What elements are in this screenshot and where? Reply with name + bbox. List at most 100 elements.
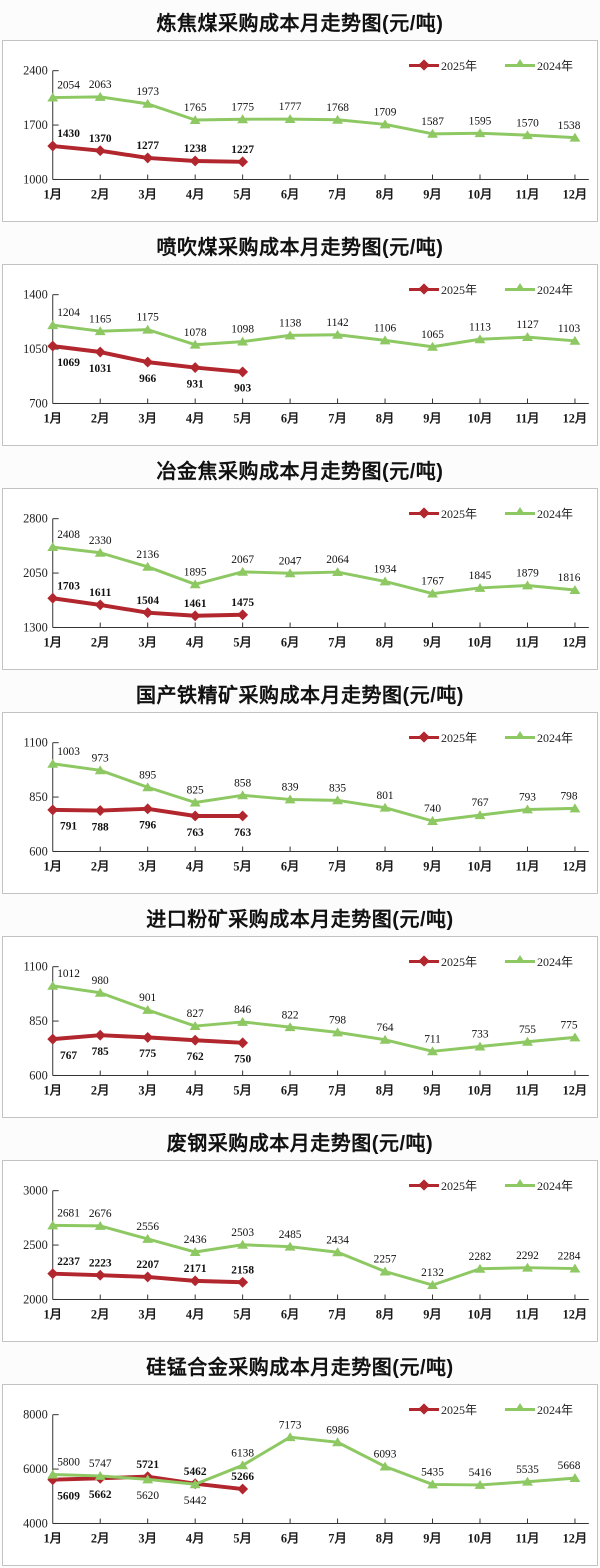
svg-text:6月: 6月	[281, 1083, 300, 1097]
svg-text:2月: 2月	[91, 635, 110, 649]
legend-item-2025: 2025年	[408, 953, 477, 970]
svg-text:7月: 7月	[328, 635, 347, 649]
svg-text:12月: 12月	[563, 635, 588, 649]
legend-2025-line-diamond-icon	[408, 731, 439, 743]
svg-text:11月: 11月	[515, 1531, 539, 1545]
svg-text:1月: 1月	[43, 411, 62, 425]
svg-text:5609: 5609	[57, 1490, 80, 1502]
chart-legend: 2025年 2024年	[408, 1401, 573, 1418]
svg-text:2237: 2237	[57, 1256, 80, 1268]
svg-text:903: 903	[234, 383, 251, 395]
svg-text:2485: 2485	[279, 1229, 302, 1241]
svg-text:6093: 6093	[374, 1449, 397, 1461]
legend-label-2025: 2025年	[440, 1403, 477, 1417]
svg-text:11月: 11月	[515, 411, 539, 425]
svg-text:2158: 2158	[231, 1264, 254, 1276]
svg-text:8月: 8月	[376, 1307, 395, 1321]
svg-text:5747: 5747	[89, 1458, 112, 1470]
legend-item-2024: 2024年	[504, 1401, 573, 1418]
legend-2024-line-triangle-icon	[504, 283, 535, 291]
svg-text:5月: 5月	[233, 1531, 252, 1545]
svg-text:9月: 9月	[423, 411, 442, 425]
svg-text:2282: 2282	[469, 1251, 492, 1263]
svg-text:4月: 4月	[186, 1083, 205, 1097]
chart-title-met-coke: 冶金焦采购成本月走势图(元/吨)	[156, 461, 444, 483]
chart-box: 2025年 2024年 600 850 1100 1月 2月 3月 4月 5月 6月 7月 8月 9月…	[2, 936, 598, 1118]
svg-text:767: 767	[471, 797, 488, 809]
chart-panel-met-coke: 冶金焦采购成本月走势图(元/吨) 2025年 2024年 1300 2050 280…	[0, 448, 600, 672]
legend-item-2024: 2024年	[504, 729, 573, 746]
svg-text:1816: 1816	[558, 572, 581, 584]
svg-text:9月: 9月	[423, 635, 442, 649]
legend-2025-line-diamond-icon	[408, 59, 439, 71]
svg-text:1142: 1142	[326, 317, 349, 329]
svg-text:901: 901	[139, 992, 156, 1004]
svg-text:1973: 1973	[136, 86, 159, 98]
svg-text:5月: 5月	[233, 1083, 252, 1097]
svg-text:5668: 5668	[558, 1460, 581, 1472]
legend-label-2024: 2024年	[536, 1179, 573, 1193]
svg-text:4000: 4000	[23, 1516, 48, 1530]
svg-text:798: 798	[560, 790, 577, 802]
svg-text:4月: 4月	[186, 411, 205, 425]
svg-text:8000: 8000	[23, 1408, 48, 1422]
legend-2024-line-triangle-icon	[504, 1179, 535, 1187]
legend-label-2025: 2025年	[440, 283, 477, 297]
line-chart-silicomanganese: 4000 6000 8000 1月 2月 3月 4月 5月 6月 7月 8月 9月 10月 11月 12月 5…	[23, 1408, 589, 1545]
svg-text:12月: 12月	[563, 1083, 588, 1097]
svg-text:2681: 2681	[57, 1207, 80, 1219]
legend-label-2025: 2025年	[440, 1179, 477, 1193]
svg-text:2月: 2月	[91, 859, 110, 873]
svg-text:835: 835	[329, 782, 346, 794]
chart-box: 2025年 2024年 600 850 1100 1月 2月 3月 4月 5月 6月 7月 8月 9月…	[2, 712, 598, 894]
svg-text:2000: 2000	[23, 1292, 48, 1306]
legend-2024-line-triangle-icon	[504, 59, 535, 67]
chart-legend: 2025年 2024年	[408, 1177, 573, 1194]
svg-text:1709: 1709	[374, 106, 397, 118]
svg-text:7月: 7月	[328, 1531, 347, 1545]
legend-2025-line-diamond-icon	[408, 507, 439, 519]
svg-text:8月: 8月	[376, 1531, 395, 1545]
svg-text:1月: 1月	[43, 635, 62, 649]
svg-text:791: 791	[60, 821, 77, 833]
svg-text:2284: 2284	[558, 1251, 581, 1263]
svg-text:11月: 11月	[515, 635, 539, 649]
svg-text:858: 858	[234, 777, 251, 789]
svg-text:1227: 1227	[231, 144, 254, 156]
svg-text:9月: 9月	[423, 1307, 442, 1321]
svg-text:1月: 1月	[43, 1083, 62, 1097]
chart-panel-silicomanganese: 硅锰合金采购成本月走势图(元/吨) 2025年 2024年 4000 6000 80…	[0, 1344, 600, 1568]
svg-text:8月: 8月	[376, 859, 395, 873]
svg-text:7月: 7月	[328, 411, 347, 425]
svg-text:6月: 6月	[281, 187, 300, 201]
svg-text:1777: 1777	[279, 101, 302, 113]
svg-text:1月: 1月	[43, 859, 62, 873]
svg-text:1879: 1879	[516, 568, 539, 580]
line-chart-imported-fine-ore: 600 850 1100 1月 2月 3月 4月 5月 6月 7月 8月 9月 10月 11月 12月 767…	[24, 960, 589, 1097]
svg-text:5月: 5月	[233, 1307, 252, 1321]
svg-text:9月: 9月	[423, 859, 442, 873]
svg-text:846: 846	[234, 1004, 251, 1016]
svg-text:2330: 2330	[89, 535, 112, 547]
svg-text:4月: 4月	[186, 1307, 205, 1321]
svg-text:1775: 1775	[231, 101, 254, 113]
svg-text:9月: 9月	[423, 187, 442, 201]
svg-text:2047: 2047	[279, 555, 302, 567]
svg-text:775: 775	[560, 1019, 577, 1031]
svg-text:2064: 2064	[326, 554, 349, 566]
legend-2024-line-triangle-icon	[504, 1403, 535, 1411]
chart-panel-imported-fine-ore: 进口粉矿采购成本月走势图(元/吨) 2025年 2024年 600 850 1100…	[0, 896, 600, 1120]
chart-panel-domestic-iron-concentrate: 国产铁精矿采购成本月走势图(元/吨) 2025年 2024年 600 850 110…	[0, 672, 600, 896]
chart-title-coking-coal: 炼焦煤采购成本月走势图(元/吨)	[156, 13, 444, 35]
chart-title-pci-coal: 喷吹煤采购成本月走势图(元/吨)	[156, 237, 444, 259]
svg-text:10月: 10月	[468, 187, 493, 201]
line-chart-domestic-iron-concentrate: 600 850 1100 1月 2月 3月 4月 5月 6月 7月 8月 9月 10月 11月 12月 791…	[24, 736, 589, 873]
svg-text:5721: 5721	[136, 1459, 159, 1471]
svg-text:2月: 2月	[91, 411, 110, 425]
svg-text:6月: 6月	[281, 1531, 300, 1545]
svg-text:3月: 3月	[138, 635, 157, 649]
svg-text:895: 895	[139, 769, 156, 781]
svg-text:1003: 1003	[57, 746, 80, 758]
svg-text:5月: 5月	[233, 187, 252, 201]
legend-label-2024: 2024年	[536, 1403, 573, 1417]
